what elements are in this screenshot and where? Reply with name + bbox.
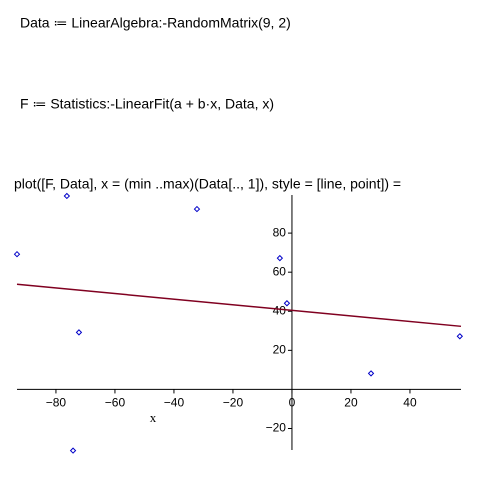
x-tick-label: 20 bbox=[344, 396, 358, 410]
y-tick-label: 40 bbox=[273, 303, 287, 317]
data-point bbox=[276, 254, 284, 262]
y-tick-label: 80 bbox=[273, 225, 287, 239]
data-point bbox=[456, 333, 464, 340]
x-tick-label: −60 bbox=[105, 396, 126, 410]
data-point bbox=[367, 370, 375, 377]
y-tick-label: −20 bbox=[266, 421, 287, 435]
command: F ≔ Statistics:-LinearFit(a + b·x, Data,… bbox=[20, 96, 274, 112]
y-tick-label: 60 bbox=[273, 264, 287, 278]
x-tick-label: −20 bbox=[223, 396, 244, 410]
x-tick-label: 40 bbox=[403, 396, 417, 410]
data-point bbox=[63, 192, 71, 200]
data-point bbox=[69, 447, 77, 454]
y-tick-label: 20 bbox=[273, 343, 287, 357]
command: Data ≔ LinearAlgebra:-RandomMatrix(9, 2) bbox=[20, 15, 291, 31]
x-tick-label: −40 bbox=[164, 396, 185, 410]
x-tick-label: 0 bbox=[289, 396, 296, 410]
data-point bbox=[283, 300, 291, 307]
data-point bbox=[13, 250, 21, 258]
data-point bbox=[75, 329, 83, 336]
command: plot([F, Data], x = (min ..max)(Data[..,… bbox=[14, 176, 401, 192]
data-point bbox=[193, 205, 201, 213]
x-tick-label: −80 bbox=[46, 396, 67, 410]
x-axis-label: x bbox=[150, 410, 157, 425]
fit-line bbox=[16, 283, 462, 328]
